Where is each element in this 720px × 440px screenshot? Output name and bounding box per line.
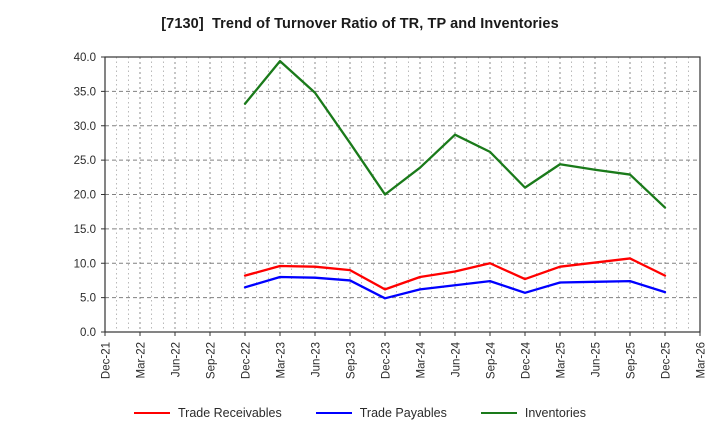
- y-axis-tick-label: 15.0: [74, 224, 96, 236]
- legend-item-label: Inventories: [524, 406, 586, 420]
- legend-item-inventories[interactable]: Inventories: [480, 406, 586, 420]
- series-line-inventories: [243, 59, 667, 209]
- y-axis-ticks: 0.0 5.0 10.0 15.0 20.0 25.0 30.0 35.0 40.0: [74, 52, 105, 339]
- legend-color-swatch: [480, 412, 517, 414]
- x-axis-tick-label: Sep-24: [486, 341, 498, 379]
- x-axis-tick-label: Mar-24: [416, 341, 428, 378]
- y-axis-tick-label: 30.0: [74, 121, 96, 133]
- y-axis-tick-label: 25.0: [74, 155, 96, 167]
- x-axis-tick-label: Mar-25: [556, 342, 568, 378]
- legend-item-label: Trade Payables: [359, 406, 447, 420]
- x-axis-tick-label: Sep-22: [206, 342, 218, 379]
- legend-item-trade-payables[interactable]: Trade Payables: [315, 406, 447, 420]
- legend-color-swatch: [133, 412, 170, 414]
- data-series-group: [243, 59, 667, 300]
- x-axis-tick-label: Dec-23: [381, 342, 393, 379]
- y-axis-tick-label: 40.0: [74, 52, 96, 64]
- y-axis-tick-label: 0.0: [80, 327, 96, 339]
- x-axis-tick-label: Mar-26: [696, 342, 708, 378]
- plot-frame: [104, 56, 701, 333]
- series-line-trade-receivables: [243, 257, 667, 291]
- x-axis-tick-label: Jun-24: [451, 341, 463, 377]
- gridlines: [104, 56, 701, 332]
- y-axis-tick-label: 10.0: [74, 258, 96, 270]
- y-axis-tick-label: 35.0: [74, 86, 96, 98]
- x-axis-tick-label: Jun-23: [311, 342, 323, 377]
- x-axis-tick-label: Dec-22: [241, 342, 253, 379]
- x-axis-tick-label: Dec-25: [661, 342, 673, 379]
- x-axis-tick-label: Jun-25: [591, 342, 603, 377]
- series-line-trade-payables: [243, 275, 667, 300]
- x-axis-tick-label: Dec-24: [521, 341, 533, 379]
- y-axis-tick-label: 5.0: [80, 293, 96, 305]
- x-axis-tick-label: Jun-22: [171, 342, 183, 377]
- x-axis-ticks: Dec-21 Mar-22 Jun-22 Sep-22 Dec-22 Mar-23 Jun-…: [101, 332, 708, 379]
- x-axis-tick-label: Dec-21: [101, 342, 113, 379]
- chart-title: [7130] Trend of Turnover Ratio of TR, TP…: [161, 16, 559, 32]
- legend-color-swatch: [315, 412, 352, 414]
- legend-item-label: Trade Receivables: [177, 406, 282, 420]
- y-axis-tick-label: 20.0: [74, 190, 96, 202]
- legend-item-trade-receivables[interactable]: Trade Receivables: [133, 406, 282, 420]
- x-axis-tick-label: Mar-22: [136, 342, 148, 378]
- chart-legend: Trade Receivables Trade Payables Inventori…: [0, 406, 720, 420]
- x-axis-tick-label: Sep-23: [346, 342, 358, 379]
- x-axis-tick-label: Mar-23: [276, 342, 288, 378]
- x-axis-tick-label: Sep-25: [626, 342, 638, 379]
